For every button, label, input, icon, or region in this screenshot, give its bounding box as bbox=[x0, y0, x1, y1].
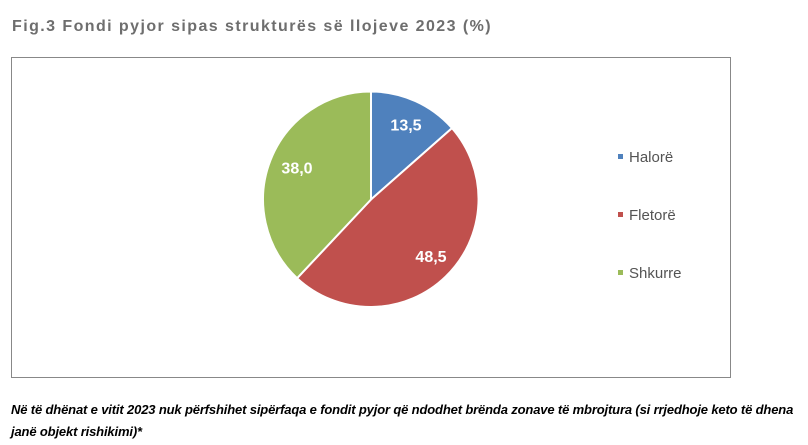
svg-text:13,5: 13,5 bbox=[390, 118, 421, 135]
svg-text:48,5: 48,5 bbox=[415, 249, 446, 266]
svg-text:38,0: 38,0 bbox=[281, 161, 312, 178]
